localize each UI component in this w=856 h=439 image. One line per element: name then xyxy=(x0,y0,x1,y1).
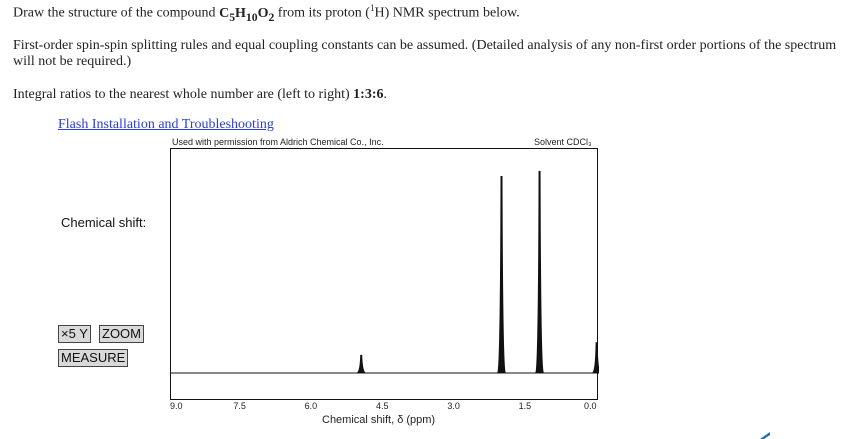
molecular-formula: C5H10O2 xyxy=(219,5,275,24)
permission-credit: Used with permission from Aldrich Chemic… xyxy=(172,137,384,147)
solvent-label: Solvent CDCl₃ xyxy=(534,137,592,147)
cursor-fragment-icon xyxy=(760,432,770,439)
x-tick-label: 6.0 xyxy=(304,401,318,411)
zoom-button[interactable]: ZOOM xyxy=(99,325,144,343)
chemical-shift-label: Chemical shift: xyxy=(61,215,147,230)
measure-button[interactable]: MEASURE xyxy=(58,349,129,367)
integral-ratios: 1:3:6 xyxy=(353,87,384,102)
spectrum-peak xyxy=(356,354,366,374)
x-axis-title: Chemical shift, δ (ppm) xyxy=(322,414,436,426)
spectrum-peak xyxy=(497,175,506,374)
nmr-spectrum-plot[interactable] xyxy=(170,148,599,401)
x-tick-label: 0.0 xyxy=(584,401,597,411)
x-tick-label: 7.5 xyxy=(233,401,246,411)
spectrum-peak xyxy=(592,342,599,374)
flash-troubleshooting-link[interactable]: Flash Installation and Troubleshooting xyxy=(58,117,274,132)
nmr-spectrum-svg[interactable] xyxy=(171,149,599,401)
spectrum-peak xyxy=(535,170,545,374)
question-line-3: Integral ratios to the nearest whole num… xyxy=(13,87,387,102)
x-tick-label: 1.5 xyxy=(518,401,532,411)
x-tick-label: 4.5 xyxy=(376,401,389,411)
x-tick-label: 9.0 xyxy=(170,401,183,411)
question-line-1: Draw the structure of the compound C5H10… xyxy=(13,3,520,24)
x-tick-label: 3.0 xyxy=(447,401,460,411)
question-line-2: First-order spin-spin splitting rules an… xyxy=(13,38,837,69)
x5-y-button[interactable]: ×5 Y xyxy=(58,325,91,343)
